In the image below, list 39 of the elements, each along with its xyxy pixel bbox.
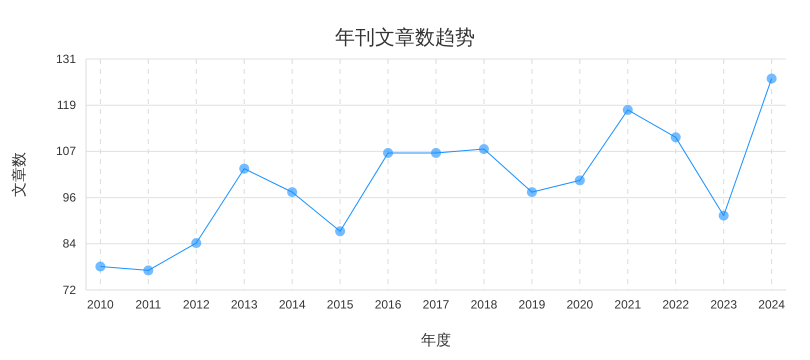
x-tick-label: 2014 bbox=[278, 298, 306, 312]
point bbox=[383, 148, 394, 158]
y-tick-label: 131 bbox=[56, 52, 76, 66]
point bbox=[430, 148, 442, 158]
y-tick-label: 96 bbox=[62, 190, 76, 204]
x-tick-label: 2024 bbox=[758, 298, 786, 312]
point bbox=[287, 187, 298, 198]
point bbox=[622, 104, 633, 115]
y-tick-label: 107 bbox=[56, 144, 76, 158]
point bbox=[478, 144, 489, 154]
point bbox=[95, 261, 106, 272]
x-tick-label: 2018 bbox=[470, 298, 498, 312]
x-tick-label: 2020 bbox=[566, 298, 594, 312]
x-tick-label: 2016 bbox=[374, 298, 402, 312]
x-tick-label: 2021 bbox=[614, 298, 642, 312]
x-axis-title: 年度 bbox=[421, 331, 451, 349]
y-axis-title: 文章数 bbox=[10, 152, 28, 197]
x-tick-label: 2012 bbox=[182, 298, 210, 312]
point bbox=[143, 265, 154, 276]
y-tick-label: 84 bbox=[62, 236, 76, 251]
point bbox=[766, 74, 777, 84]
x-tick-label: 2023 bbox=[710, 298, 738, 312]
x-tick-label: 2022 bbox=[662, 298, 690, 312]
point bbox=[239, 164, 250, 174]
x-tick-label: 2013 bbox=[230, 298, 258, 312]
point bbox=[191, 238, 202, 248]
y-tick-label: 119 bbox=[56, 98, 76, 112]
x-tick-label: 2010 bbox=[87, 298, 114, 312]
point bbox=[335, 226, 346, 236]
point bbox=[574, 175, 585, 186]
point bbox=[718, 210, 729, 221]
chart-title: 年刊文章数趋势 bbox=[335, 25, 475, 49]
point bbox=[526, 187, 537, 198]
x-tick-label: 2019 bbox=[518, 298, 546, 312]
point bbox=[670, 132, 681, 142]
x-tick-label: 2015 bbox=[326, 298, 354, 312]
y-tick-label: 72 bbox=[62, 282, 76, 297]
x-tick-label: 2017 bbox=[422, 298, 450, 312]
x-tick-label: 2011 bbox=[135, 298, 162, 312]
